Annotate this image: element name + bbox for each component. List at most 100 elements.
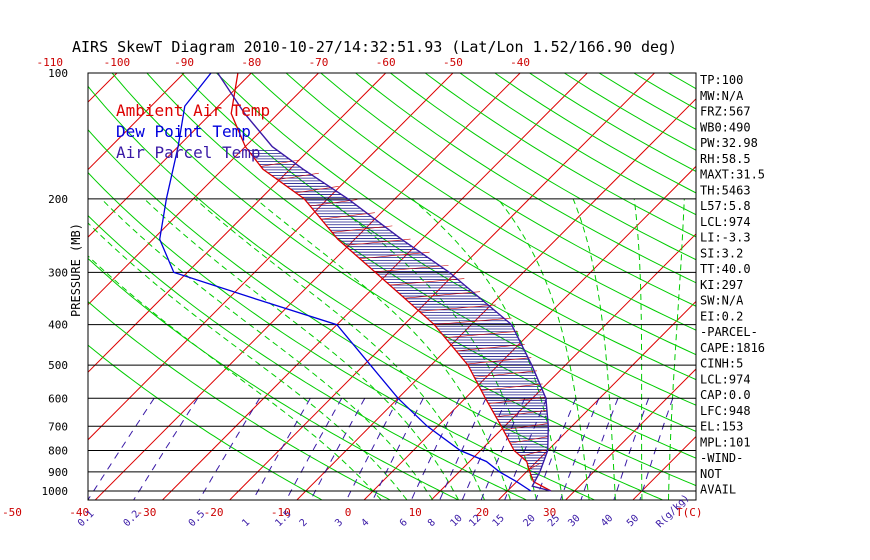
top-temp-tick-label: -90 xyxy=(174,56,194,69)
stat-item: MW:N/A xyxy=(700,89,744,103)
stat-item: EL:153 xyxy=(700,420,743,434)
stat-item: LCL:974 xyxy=(700,215,751,229)
mixing-ratio-line xyxy=(504,398,548,500)
mixing-ratio-label: 20 xyxy=(521,513,537,529)
stat-item: RH:58.5 xyxy=(700,152,751,166)
top-temp-tick-label: -60 xyxy=(376,56,396,69)
mixing-ratio-label: 40 xyxy=(599,513,615,529)
isotherm-line xyxy=(767,73,870,500)
dry-adiabat-line xyxy=(216,73,696,381)
mixing-ratio-label: 1 xyxy=(240,517,252,529)
mixing-ratio-line xyxy=(639,398,674,500)
stat-item: TH:5463 xyxy=(700,183,751,197)
stat-item: TP:100 xyxy=(700,73,743,87)
isotherm-line xyxy=(565,368,696,500)
cape-hatch-diag xyxy=(474,370,537,378)
moist-adiabat-line xyxy=(497,198,590,500)
dry-adiabat-line xyxy=(250,73,696,356)
stat-item: -WIND- xyxy=(700,451,743,465)
moist-adiabat-line xyxy=(633,198,643,500)
stat-item: LFC:948 xyxy=(700,404,751,418)
plot-frame xyxy=(87,72,697,501)
legend-item: Dew Point Temp xyxy=(116,122,251,141)
cape-hatch-diag xyxy=(528,462,541,470)
stat-item: PW:32.98 xyxy=(700,136,758,150)
stat-item: SW:N/A xyxy=(700,294,744,308)
isotherm-line xyxy=(88,73,319,306)
cape-hatch-diag xyxy=(434,317,512,325)
stat-item: L57:5.8 xyxy=(700,199,751,213)
mixing-ratio-label: 3 xyxy=(333,517,345,529)
legend-item: Ambient Air Temp xyxy=(116,101,270,120)
top-temp-tick-label: -80 xyxy=(241,56,261,69)
cape-hatch-diag xyxy=(404,291,481,299)
cape-hatch-diag xyxy=(520,449,546,457)
stat-item: MAXT:31.5 xyxy=(700,168,765,182)
dry-adiabat-line xyxy=(285,73,696,331)
dry-adiabat-line xyxy=(424,73,696,238)
cape-hatch-diag xyxy=(456,344,525,352)
moist-adiabat-line xyxy=(143,198,459,500)
cape-hatch-diag xyxy=(503,423,549,431)
stat-item: NOT xyxy=(700,467,722,481)
cape-hatch-diag xyxy=(445,330,519,339)
isotherm-line xyxy=(88,73,454,441)
y-axis-label: PRESSURE (MB) xyxy=(69,223,83,317)
dry-adiabat-line xyxy=(88,301,391,500)
isotherm-line xyxy=(363,165,696,500)
stat-item: SI:3.2 xyxy=(700,246,743,260)
mixing-ratio-line xyxy=(88,398,155,500)
moist-adiabat-line xyxy=(572,198,616,500)
mixing-ratio-line xyxy=(560,398,600,500)
isotherm-line xyxy=(88,73,118,103)
stat-item: LI:-3.3 xyxy=(700,231,751,245)
stat-item: -PARCEL- xyxy=(700,325,758,339)
top-temp-tick-label: -110 xyxy=(36,56,63,69)
dry-adiabat-line xyxy=(494,73,696,194)
legend-item: Air Parcel Temp xyxy=(116,143,261,162)
mixing-ratio-line xyxy=(580,398,619,500)
mixing-ratio-label: 10 xyxy=(448,513,464,529)
cape-hatch-diag xyxy=(389,278,465,286)
cape-hatch-diag xyxy=(374,265,449,273)
pressure-tick-label: 600 xyxy=(48,392,68,405)
cape-hatching xyxy=(248,150,549,481)
cape-hatch-diag xyxy=(331,225,393,233)
dew-point-line xyxy=(159,73,532,492)
pressure-tick-label: 100 xyxy=(48,67,68,80)
dry-adiabat-line xyxy=(88,128,663,500)
top-temp-tick-label: -100 xyxy=(104,56,131,69)
cape-hatch-diag xyxy=(419,304,496,312)
stat-item: WB0:490 xyxy=(700,120,751,134)
cape-hatch-diag xyxy=(481,383,543,391)
pressure-tick-label: 1000 xyxy=(42,485,69,498)
grid-layer xyxy=(88,73,870,500)
stat-item: TT:40.0 xyxy=(700,262,751,276)
dry-adiabat-line xyxy=(320,73,696,307)
pressure-tick-label: 700 xyxy=(48,420,68,433)
mixing-ratio-label: 2 xyxy=(298,517,310,529)
bottom-temp-tick-label: -20 xyxy=(204,506,224,519)
stat-item: CINH:5 xyxy=(700,357,743,371)
moist-adiabat-line xyxy=(668,198,685,500)
moist-adiabat-line xyxy=(255,198,511,500)
stat-item: AVAIL xyxy=(700,483,736,497)
bottom-temp-tick-label: -10 xyxy=(271,506,291,519)
isotherm-line xyxy=(88,73,185,171)
dry-adiabat-line xyxy=(668,73,696,90)
bottom-temp-tick-label: 30 xyxy=(543,506,556,519)
cape-hatch-diag xyxy=(321,212,375,220)
dry-adiabat-line xyxy=(88,257,459,500)
isotherm-line xyxy=(88,73,387,373)
cape-hatch-diag xyxy=(344,238,411,246)
mixing-ratio-line xyxy=(480,398,526,500)
mixing-ratio-line xyxy=(461,398,508,500)
stat-item: CAP:0.0 xyxy=(700,388,751,402)
pressure-tick-label: 500 xyxy=(48,359,68,372)
cape-hatch-diag xyxy=(510,436,548,444)
cape-hatch-diag xyxy=(359,251,430,259)
stat-item: EI:0.2 xyxy=(700,309,743,323)
cape-hatch-diag xyxy=(488,396,547,404)
